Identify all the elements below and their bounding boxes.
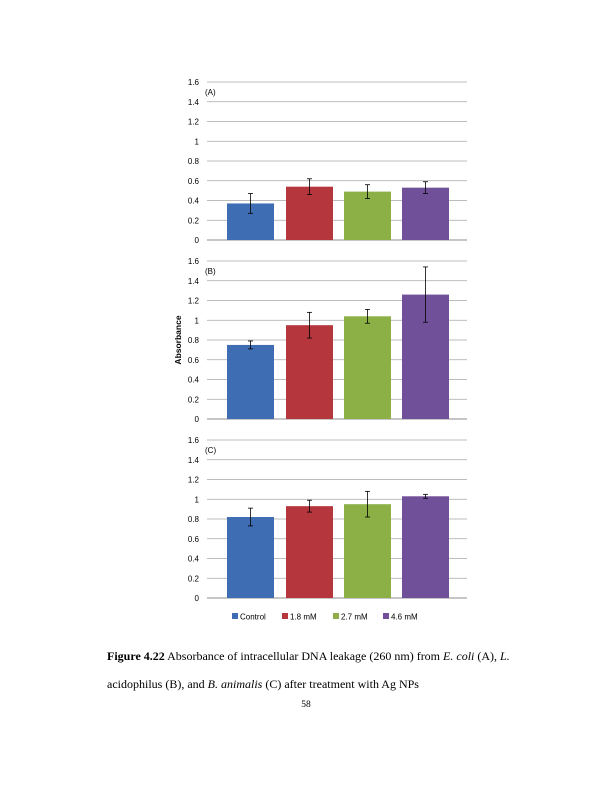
y-tick-label: 0.2 (188, 395, 200, 404)
undefined (286, 506, 333, 598)
y-tick-label: 1 (195, 495, 200, 504)
y-tick-label: 1 (195, 316, 200, 325)
chart-panel-3: 0 0.2 0.4 0.6 0.8 1 1.2 1.4 1.6 (C) (188, 436, 467, 603)
caption-species-banimalis: B. animalis (207, 677, 263, 691)
undefined (344, 504, 391, 598)
page-number: 58 (301, 700, 311, 710)
undefined (344, 316, 391, 419)
caption-text-end: (C) after treatment with Ag NPs (262, 677, 419, 691)
undefined (383, 613, 389, 619)
caption-text-mid: (A), (474, 649, 501, 663)
y-tick-label: 0 (195, 415, 200, 424)
panel-label: (B) (205, 267, 216, 276)
undefined (344, 191, 391, 240)
caption-species-ecoli: E. coli (443, 649, 475, 663)
y-tick-label: 0.2 (188, 574, 200, 583)
undefined (402, 187, 449, 240)
caption-text-start: acidophilus (B), and (107, 677, 208, 691)
legend-label: 4.6 mM (391, 613, 418, 622)
y-tick-label: 0.8 (188, 515, 200, 524)
undefined (333, 613, 339, 619)
y-tick-label: 1.2 (188, 118, 200, 127)
legend: Control 1.8 mM 2.7 mM 4.6 mM (232, 613, 418, 622)
y-tick-label: 1.6 (188, 257, 200, 266)
undefined (232, 613, 238, 619)
caption-text: Absorbance of intracellular DNA leakage … (164, 649, 444, 663)
legend-label: 2.7 mM (341, 613, 368, 622)
y-tick-label: 0.4 (188, 197, 200, 206)
y-tick-label: 0.8 (188, 336, 200, 345)
panel-label: (C) (205, 446, 216, 455)
undefined (227, 517, 274, 598)
panel-label: (A) (205, 88, 216, 97)
y-tick-label: 0.6 (188, 356, 200, 365)
absorbance-figure: 0 0.2 0.4 0.6 0.8 1 1.2 1.4 1.6 (A) 0 0.2 0.4 0.6 0.8 1… (173, 78, 467, 622)
undefined (286, 186, 333, 240)
y-tick-label: 0.6 (188, 535, 200, 544)
y-tick-label: 1.6 (188, 436, 200, 445)
y-tick-label: 0.2 (188, 216, 200, 225)
undefined (286, 325, 333, 419)
legend-label: Control (240, 613, 266, 622)
caption-species-l: L. (500, 649, 510, 663)
chart-panel-2: 0 0.2 0.4 0.6 0.8 1 1.2 1.4 1.6 (B) (188, 257, 467, 424)
legend-label: 1.8 mM (290, 613, 317, 622)
undefined (227, 344, 274, 419)
y-tick-label: 1.2 (188, 476, 200, 485)
y-axis-label: Absorbance (173, 315, 183, 364)
y-tick-label: 1.6 (188, 78, 200, 87)
y-tick-label: 0 (195, 594, 200, 603)
y-tick-label: 0.6 (188, 177, 200, 186)
chart-panel-1: 0 0.2 0.4 0.6 0.8 1 1.2 1.4 1.6 (A) (188, 78, 467, 245)
figure-caption-label: Figure 4.22 (107, 649, 165, 663)
y-tick-label: 0 (195, 236, 200, 245)
undefined (402, 496, 449, 598)
y-tick-label: 1.4 (188, 456, 200, 465)
y-tick-label: 0.4 (188, 555, 200, 564)
undefined (282, 613, 288, 619)
y-tick-label: 0.4 (188, 376, 200, 385)
figure-caption-line-1: Figure 4.22 Absorbance of intracellular … (107, 649, 517, 663)
y-tick-label: 1 (195, 137, 200, 146)
y-tick-label: 1.2 (188, 297, 200, 306)
y-tick-label: 1.4 (188, 98, 200, 107)
y-tick-label: 1.4 (188, 277, 200, 286)
y-tick-label: 0.8 (188, 157, 200, 166)
figure-caption-line-2: acidophilus (B), and B. animalis (C) aft… (107, 677, 517, 691)
